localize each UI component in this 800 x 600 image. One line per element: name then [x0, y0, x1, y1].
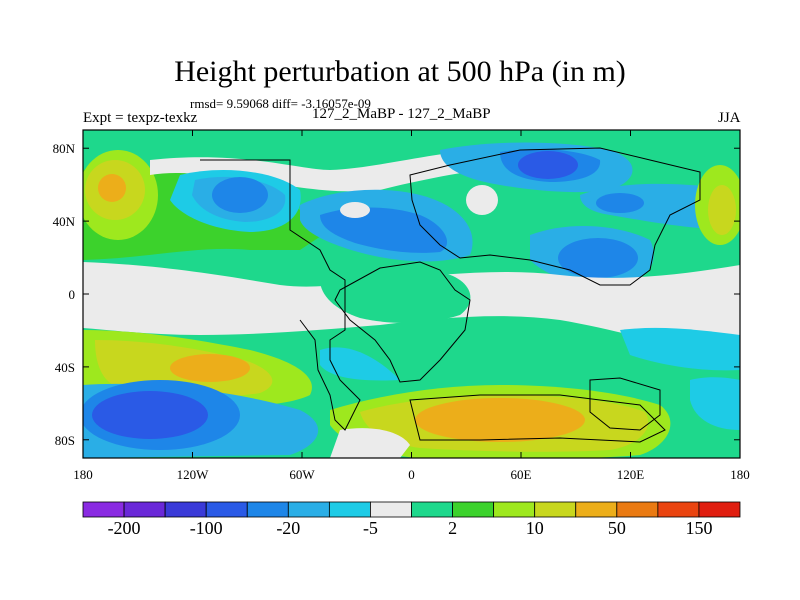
lat-tick-label: 40N	[53, 214, 76, 229]
colorbar-label: 10	[526, 518, 544, 538]
asia-blue	[558, 238, 638, 278]
colorbar-swatch	[82, 501, 125, 518]
colorbar-swatch	[287, 501, 330, 518]
colorbar-label: -200	[108, 518, 141, 538]
lon-tick-label: 60E	[511, 467, 532, 482]
americas-coast	[200, 159, 361, 431]
antarctica-coast	[409, 394, 666, 443]
colorbar-swatch	[575, 501, 618, 518]
lat-tick-label: 0	[69, 287, 76, 302]
case-label: 127_2_MaBP - 127_2_MaBP	[312, 106, 491, 122]
colorbar-label: -5	[363, 518, 378, 538]
colorbar-swatch	[246, 501, 289, 518]
figure-title: Height perturbation at 500 hPa (in m)	[174, 55, 626, 88]
lat-ticks: 80N 40N 0 40S 80S	[53, 141, 740, 448]
south-gray-patch	[330, 428, 410, 458]
colorbar-labels: -200 -100 -20 -5 2 10 50 150	[108, 518, 713, 538]
lon-tick-label: 180	[730, 467, 750, 482]
eu-blue	[320, 207, 448, 253]
rmsd-diff-label: rmsd= 9.59068 diff= -3.16057e-09	[190, 96, 371, 111]
lat-tick-label: 40S	[55, 360, 75, 375]
lon-tick-label: 0	[408, 467, 415, 482]
colorbar-label: -20	[276, 518, 300, 538]
colorbar-label: 2	[448, 518, 457, 538]
lat-tick-label: 80N	[53, 141, 76, 156]
colorbar-swatch	[493, 501, 536, 518]
colorbar-swatch	[123, 501, 166, 518]
se-edge-cyan	[690, 377, 740, 430]
arctic-band	[83, 130, 740, 160]
sa-cyan	[320, 347, 400, 381]
lat-tick-label: 80S	[55, 433, 75, 448]
colorbar-swatch	[657, 501, 700, 518]
siberia-deepblue	[518, 151, 578, 179]
lon-tick-label: 180	[73, 467, 93, 482]
lon-ticks: 180 120W 60W 0 60E 120E 180	[73, 130, 750, 482]
colorbar-label: -100	[190, 518, 223, 538]
colorbar-label: 150	[685, 518, 712, 538]
colorbar-swatch	[370, 501, 412, 518]
lon-tick-label: 60W	[289, 467, 315, 482]
colorbar-swatch	[616, 501, 659, 518]
season-label: JJA	[718, 110, 741, 126]
africa-coast	[334, 261, 471, 383]
nw-pacific-orange	[98, 174, 126, 202]
se-pacific-cyan	[620, 327, 740, 371]
colorbar	[82, 501, 741, 518]
colorbar-swatch	[205, 501, 248, 518]
gray-band-60n	[150, 148, 520, 192]
ne-edge-olive	[708, 185, 736, 235]
lon-tick-label: 120E	[617, 467, 645, 482]
eurasia-coast	[409, 147, 701, 286]
africa-green	[320, 270, 471, 323]
atlantic-gray-spot	[340, 202, 370, 218]
colorbar-swatch	[164, 501, 207, 518]
lon-tick-label: 120W	[177, 467, 210, 482]
colorbar-swatch	[534, 501, 577, 518]
coastlines	[200, 147, 701, 443]
colorbar-swatch	[452, 501, 495, 518]
colorbar-swatch	[411, 501, 453, 518]
siberia-gray-hole	[466, 185, 498, 215]
na-blue	[212, 177, 268, 213]
ne-pacific-blue	[596, 193, 644, 213]
colorbar-swatch	[328, 501, 371, 518]
sw-orange	[170, 354, 250, 382]
contour-field	[83, 130, 740, 458]
south-pacific-deepblue	[92, 391, 208, 439]
colorbar-label: 50	[608, 518, 626, 538]
australia-coast	[589, 377, 661, 431]
south-indian-orange	[415, 398, 585, 442]
experiment-label: Expt = texpz-texkz	[83, 110, 198, 126]
colorbar-swatch	[698, 501, 741, 518]
